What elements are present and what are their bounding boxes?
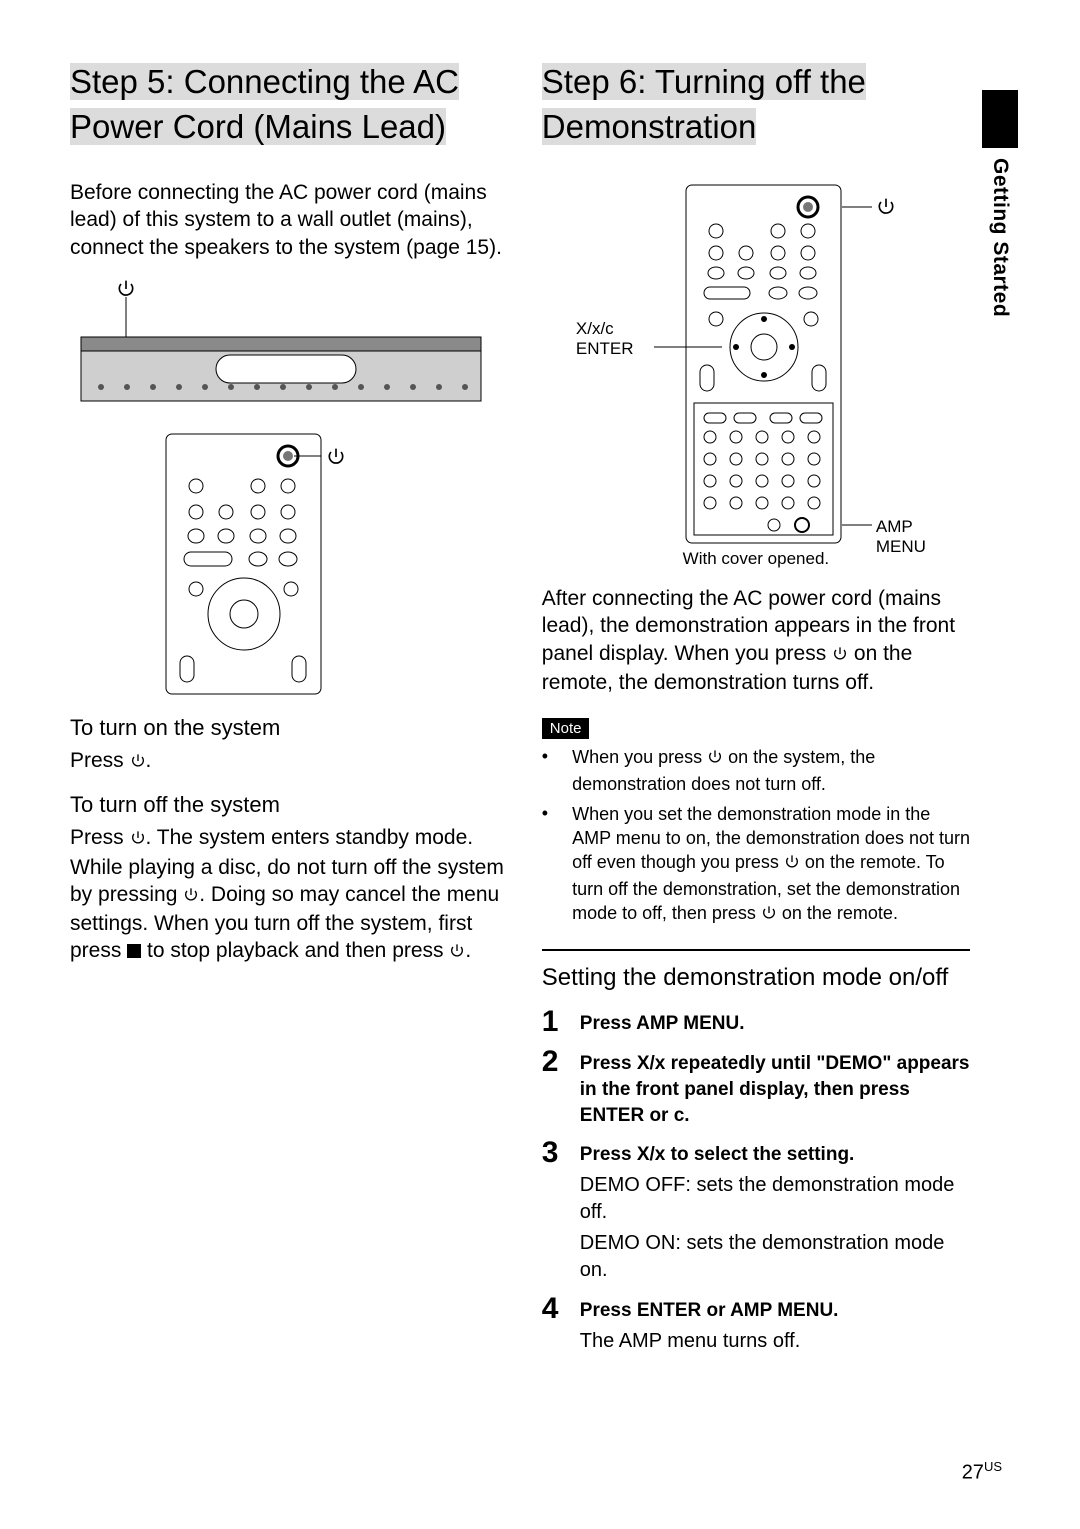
callout-remote-power [876, 197, 896, 222]
power-icon [130, 826, 146, 853]
remote-open-svg [546, 179, 966, 549]
side-tab-label: Getting Started [988, 158, 1012, 317]
power-icon [183, 883, 199, 910]
unit-remote-svg [76, 279, 486, 699]
callout-power-unit [116, 279, 136, 304]
side-tab: Getting Started [980, 90, 1020, 317]
power-icon [116, 279, 136, 304]
stop-icon [127, 944, 141, 958]
power-icon [761, 903, 777, 927]
note-item-2: When you set the demonstration mode in t… [542, 802, 970, 927]
right-column: Step 6: Turning off the Demonstration [542, 60, 1020, 1365]
turn-off-heading: To turn off the system [70, 792, 510, 818]
figure-remote-open: X/x/c ENTER AMP MENU With cover opened. [546, 179, 966, 569]
left-column: Step 5: Connecting the AC Power Cord (Ma… [70, 60, 510, 1365]
step5-title: Step 5: Connecting the AC Power Cord (Ma… [70, 63, 459, 145]
callout-enter: ENTER [576, 339, 634, 359]
step6-para: After connecting the AC power cord (main… [542, 585, 970, 696]
steps-list: Press AMP MENU. Press X/x repeatedly unt… [542, 1007, 970, 1354]
side-tab-marker [982, 90, 1018, 148]
note-label: Note [542, 718, 590, 739]
power-icon [876, 197, 896, 222]
manual-page: Getting Started Step 5: Connecting the A… [0, 0, 1080, 1529]
page-number: 27US [962, 1459, 1002, 1485]
figure-caption: With cover opened. [546, 549, 966, 569]
step-item-3: Press X/x to select the setting. DEMO OF… [542, 1138, 970, 1284]
power-icon [326, 447, 346, 472]
section-rule [542, 949, 970, 951]
power-icon [784, 852, 800, 876]
callout-power-remote [326, 447, 346, 472]
step-item-1: Press AMP MENU. [542, 1007, 970, 1037]
step-item-4: Press ENTER or AMP MENU. The AMP menu tu… [542, 1294, 970, 1355]
turn-on-heading: To turn on the system [70, 715, 510, 741]
figure-power-unit-remote [76, 279, 486, 699]
power-icon [707, 747, 723, 771]
turn-on-body: Press . [70, 747, 510, 776]
power-icon [832, 642, 848, 669]
callout-arrows: X/x/c [576, 319, 614, 339]
power-icon [449, 939, 465, 966]
step6-title: Step 6: Turning off the Demonstration [542, 63, 866, 145]
power-icon [130, 749, 146, 776]
step5-intro: Before connecting the AC power cord (mai… [70, 179, 510, 261]
note-item-1: When you press on the system, the demons… [542, 745, 970, 796]
step-item-2: Press X/x repeatedly until "DEMO" appear… [542, 1047, 970, 1128]
subhead-demo-mode: Setting the demonstration mode on/off [542, 963, 970, 993]
turn-off-body: Press . The system enters standby mode. … [70, 824, 510, 966]
